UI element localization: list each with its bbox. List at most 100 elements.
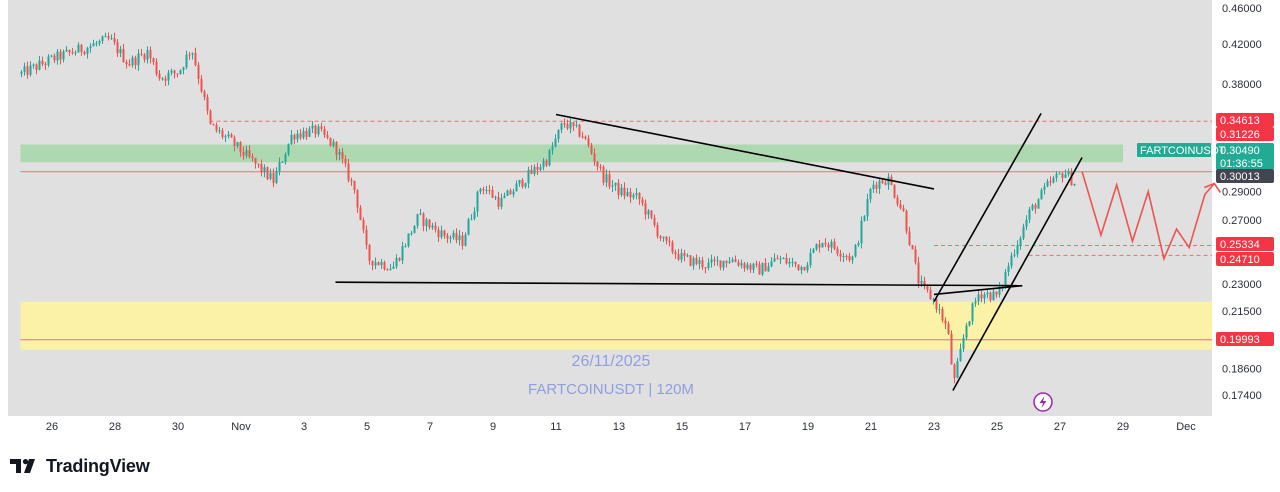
indicator-icon[interactable]: [1033, 392, 1053, 412]
candle: [611, 179, 614, 193]
candle: [200, 74, 203, 94]
candle: [245, 145, 248, 159]
trendline: [933, 284, 1023, 296]
candle: [512, 188, 515, 198]
candle: [653, 214, 656, 228]
candle: [878, 178, 881, 194]
x-tick-label: Dec: [1176, 421, 1196, 433]
candle: [494, 195, 497, 201]
candle: [446, 233, 449, 244]
candle: [269, 168, 272, 181]
candle: [140, 48, 143, 57]
price-tag: 0.25334: [1216, 237, 1274, 251]
x-tick-label: 29: [1117, 421, 1129, 433]
svg-text:0.24710: 0.24710: [1220, 254, 1260, 266]
candle: [482, 186, 485, 195]
candle: [1046, 178, 1049, 188]
candle: [368, 243, 371, 265]
candle: [398, 257, 401, 262]
candle: [1067, 168, 1070, 177]
candle: [281, 161, 284, 163]
candle: [149, 46, 152, 64]
candle: [530, 165, 533, 175]
candle: [356, 189, 359, 213]
y-tick-label: 0.27000: [1222, 215, 1262, 227]
watermark-symbol: FARTCOINUSDT | 120M: [528, 381, 694, 398]
candle: [908, 226, 911, 247]
candle: [458, 230, 461, 246]
candle: [500, 193, 503, 210]
candle: [965, 322, 968, 341]
candle: [29, 61, 32, 77]
tradingview-wordmark: TradingView: [46, 455, 150, 476]
candle: [767, 262, 770, 272]
candle: [128, 59, 131, 67]
x-tick-label: 9: [490, 421, 496, 433]
candle: [953, 363, 956, 384]
price-tag: 0.34613: [1216, 113, 1274, 127]
candle: [569, 118, 572, 134]
candle: [1037, 198, 1040, 209]
candle: [509, 188, 512, 195]
candle: [533, 164, 536, 177]
candle: [695, 254, 698, 266]
candle: [896, 194, 899, 207]
candle: [77, 42, 80, 53]
candle: [119, 45, 122, 58]
candle: [239, 141, 242, 157]
time-axis: 26 28 30 Nov 3 5 7 9 11 13 15 17 19 21 23 25 27 29 Dec: [46, 421, 1196, 433]
candle: [41, 56, 44, 67]
candle: [467, 217, 470, 236]
candle: [146, 46, 149, 64]
candle: [314, 124, 317, 138]
candle: [740, 259, 743, 269]
candle: [134, 55, 137, 70]
candle: [794, 261, 797, 268]
candle: [173, 69, 176, 79]
candle: [107, 32, 110, 41]
candle: [989, 291, 992, 303]
candle: [557, 129, 560, 143]
candle: [419, 209, 422, 216]
candle: [647, 209, 650, 219]
plot-background: [8, 0, 1212, 438]
candle: [785, 253, 788, 265]
projection-arrowhead: [1204, 182, 1222, 193]
y-tick-label: 0.17400: [1222, 390, 1262, 402]
candle: [74, 50, 77, 56]
candle: [485, 185, 488, 195]
candle: [998, 282, 1001, 298]
watermark: 26/11/2025 FARTCOINUSDT | 120M: [528, 353, 694, 398]
price-tag: 0.31226: [1216, 127, 1274, 141]
candle: [362, 217, 365, 234]
candle: [236, 141, 239, 149]
candle: [548, 148, 551, 167]
candle: [698, 256, 701, 270]
candle: [338, 148, 341, 161]
candle: [350, 177, 353, 186]
y-tick-label: 0.38000: [1222, 79, 1262, 91]
candle: [632, 192, 635, 200]
candle: [539, 163, 542, 171]
candle: [443, 229, 446, 239]
candle: [1019, 236, 1022, 250]
svg-text:FARTCOINUSDT: FARTCOINUSDT: [1140, 145, 1226, 157]
candle: [638, 192, 641, 205]
candle: [62, 49, 65, 63]
candle: [131, 55, 134, 68]
horizontal-lines-layer: [20, 120, 1212, 341]
candle: [644, 199, 647, 220]
svg-text:0.19993: 0.19993: [1220, 334, 1260, 346]
candle: [209, 109, 212, 125]
candle: [866, 193, 869, 221]
candle: [461, 232, 464, 250]
candle: [710, 254, 713, 268]
candle: [983, 292, 986, 304]
candle: [605, 169, 608, 188]
candle: [677, 249, 680, 261]
candle: [254, 157, 257, 169]
candle: [578, 123, 581, 138]
candle: [308, 126, 311, 138]
candle: [914, 245, 917, 265]
